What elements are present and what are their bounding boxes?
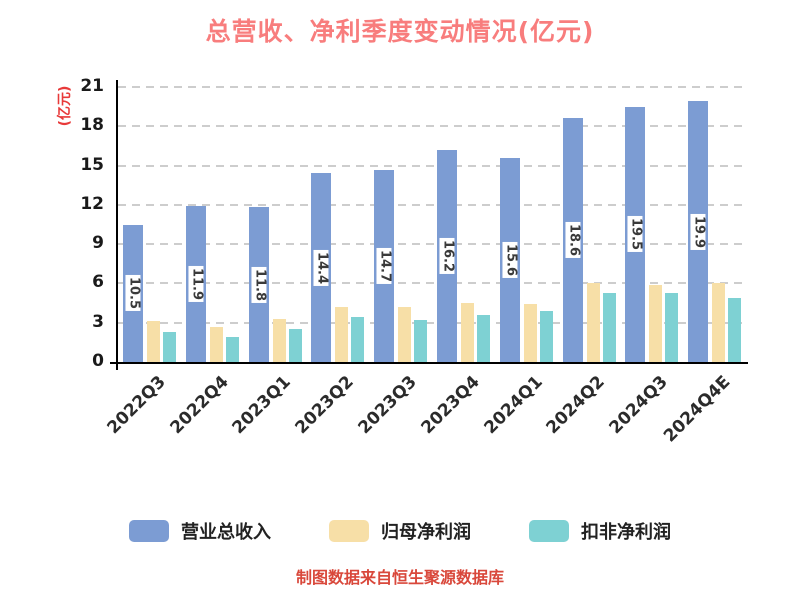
net-profit-bar-2023Q4: [461, 303, 474, 362]
net-profit-bar-2024Q3: [649, 284, 663, 362]
plot-area: 10.5 11.9 11.8 14.4 14.7 16.2 15.6 18.6 19.5 19.9: [118, 86, 746, 362]
revenue-bar-value-label-2023Q2: 14.4: [313, 249, 330, 286]
gridline-y-15: [118, 164, 746, 167]
legend-item-non-gaap-profit: 扣非净利润: [529, 518, 671, 544]
y-tick-label-6: 6: [92, 272, 104, 293]
net-profit-bar-2024Q2: [586, 283, 600, 362]
data-source-note: 制图数据来自恒生聚源数据库: [295, 568, 504, 587]
legend-label-non-gaap-profit: 扣非净利润: [581, 522, 671, 543]
gridline-y-6: [118, 282, 746, 285]
legend-item-net-profit: 归母净利润: [329, 518, 471, 544]
x-tick-label-2023Q1: 2023Q1: [228, 372, 296, 439]
gridline-y-21: [118, 86, 746, 88]
net-profit-legend-swatch: [329, 520, 369, 542]
revenue-bar-value-label-2024Q4E: 19.9: [690, 213, 707, 250]
net-profit-bar-2023Q1: [272, 318, 286, 362]
net-profit-bar-2022Q3: [147, 321, 160, 362]
y-tick-label-15: 15: [80, 154, 104, 175]
legend-label-net-profit: 归母净利润: [381, 522, 471, 543]
revenue-bar-value-label-2023Q3: 14.7: [376, 247, 393, 284]
revenue-bar-value-label-2023Q1: 11.8: [251, 266, 268, 303]
non-gaap-profit-bar-2024Q2: [602, 292, 616, 362]
revenue-bar-value-label-2022Q3: 10.5: [125, 275, 142, 312]
net-profit-bar-2023Q2: [335, 307, 349, 362]
x-tick-label-2024Q1: 2024Q1: [480, 372, 547, 439]
gridline-y-12: [118, 203, 746, 206]
x-tick-label-2023Q3: 2023Q3: [354, 372, 421, 439]
non-gaap-profit-bar-2022Q4: [225, 337, 239, 362]
x-tick-label-2022Q3: 2022Q3: [103, 372, 170, 439]
chart-title: 总营收、净利季度变动情况(亿元): [205, 17, 595, 46]
revenue-bar-value-label-2022Q4: 11.9: [188, 266, 205, 303]
revenue-legend-swatch: [129, 520, 169, 542]
x-tick-label-2024Q4E: 2024Q4E: [660, 372, 735, 447]
gridline-y-9: [118, 243, 746, 246]
non-gaap-profit-legend-swatch: [529, 520, 569, 542]
legend-label-revenue: 营业总收入: [181, 522, 271, 543]
revenue-bar-value-label-2024Q3: 19.5: [627, 216, 644, 253]
non-gaap-profit-bar-2023Q1: [288, 329, 302, 362]
y-axis-line: [116, 80, 118, 370]
net-profit-bar-2023Q3: [398, 307, 412, 362]
non-gaap-profit-bar-2024Q4E: [728, 297, 742, 362]
x-tick-label-2022Q4: 2022Q4: [166, 372, 233, 439]
x-tick-label-2023Q4: 2023Q4: [417, 372, 484, 439]
non-gaap-profit-bar-2022Q3: [163, 331, 176, 362]
x-axis-line: [110, 362, 748, 364]
net-profit-bar-2024Q4E: [712, 283, 726, 362]
y-tick-label-3: 3: [92, 311, 104, 332]
net-profit-bar-2022Q4: [209, 326, 223, 362]
non-gaap-profit-bar-2023Q3: [414, 320, 428, 362]
y-tick-label-12: 12: [80, 193, 104, 214]
net-profit-bar-2024Q1: [523, 304, 537, 362]
legend-item-revenue: 营业总收入: [129, 518, 271, 544]
revenue-bar-value-label-2024Q1: 15.6: [502, 241, 519, 278]
gridline-y-3: [118, 321, 746, 324]
y-axis-unit-label: (亿元): [57, 85, 73, 127]
non-gaap-profit-bar-2024Q1: [539, 310, 553, 362]
gridline-y-18: [118, 125, 746, 128]
x-tick-label-2024Q3: 2024Q3: [605, 372, 672, 439]
non-gaap-profit-bar-2024Q3: [665, 292, 679, 362]
x-tick-label-2023Q2: 2023Q2: [291, 372, 358, 439]
non-gaap-profit-bar-2023Q4: [477, 314, 490, 362]
revenue-bar-value-label-2024Q2: 18.6: [565, 222, 582, 259]
x-tick-label-2024Q2: 2024Q2: [542, 372, 610, 439]
non-gaap-profit-bar-2023Q2: [351, 317, 365, 362]
y-tick-label-9: 9: [92, 233, 104, 254]
y-tick-label-0: 0: [92, 351, 104, 371]
legend: 营业总收入 归母净利润 扣非净利润: [0, 518, 800, 544]
revenue-bar-value-label-2023Q4: 16.2: [439, 237, 456, 274]
